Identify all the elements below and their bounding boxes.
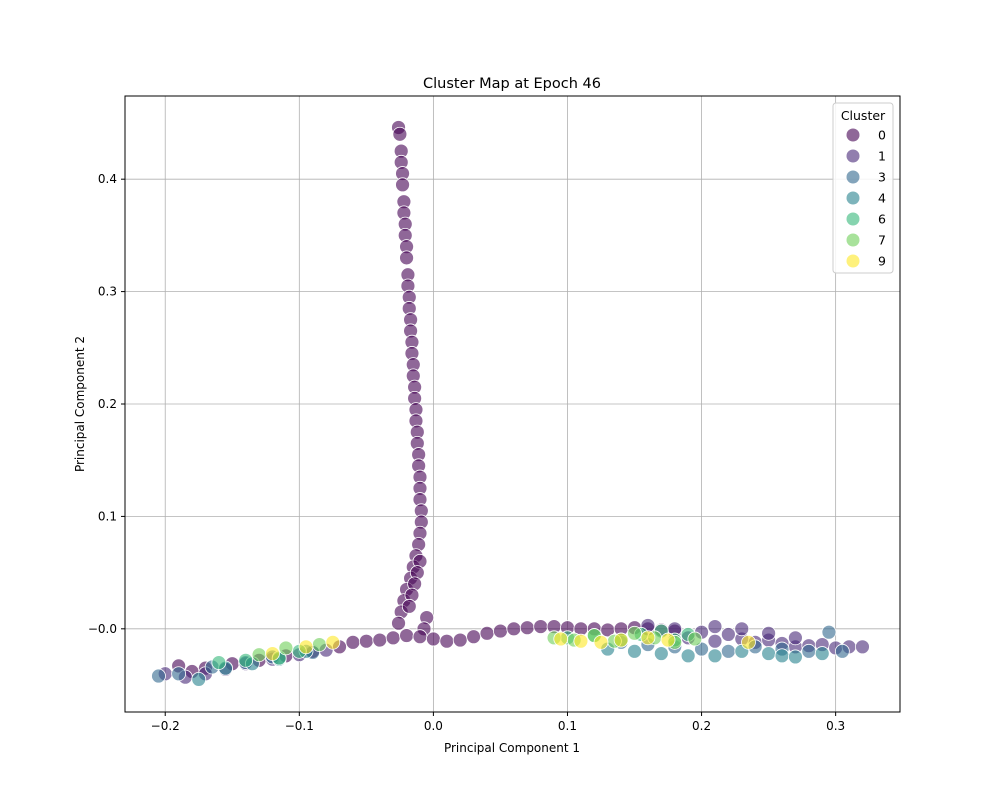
data-point [211, 655, 227, 670]
x-tick-label: −0.2 [151, 719, 180, 733]
data-point [855, 639, 870, 655]
data-point [707, 633, 723, 649]
legend-marker [846, 128, 860, 142]
y-tick-label: 0.1 [98, 509, 117, 523]
data-point [151, 668, 166, 684]
data-point [761, 625, 776, 641]
data-point [834, 643, 850, 659]
y-axis-label: Principal Component 2 [73, 336, 87, 472]
data-point [439, 633, 455, 649]
data-point [707, 619, 723, 634]
data-point [238, 652, 254, 668]
x-tick-label: 0.2 [692, 719, 711, 733]
legend-box [832, 102, 894, 274]
legend-marker [846, 254, 860, 268]
data-point [298, 639, 314, 655]
data-point [278, 640, 294, 656]
x-tick-label: −0.1 [285, 719, 314, 733]
data-point [788, 630, 803, 646]
y-tick-label: −0.0 [88, 622, 117, 636]
series-cluster-9 [265, 630, 756, 661]
data-point [412, 629, 428, 645]
data-point [325, 634, 341, 650]
data-point [707, 648, 723, 664]
data-point [593, 634, 609, 650]
data-point [734, 621, 750, 637]
data-point [613, 632, 629, 648]
data-point [573, 633, 589, 649]
data-point [395, 177, 410, 193]
data-point [761, 646, 776, 661]
data-point [479, 625, 495, 641]
legend-marker [846, 149, 860, 163]
data-point [251, 647, 267, 663]
legend-marker [846, 170, 860, 184]
x-axis-ticks: −0.2 −0.1 0.0 0.1 0.2 0.3 [151, 712, 845, 733]
data-point [553, 631, 569, 647]
data-point [720, 643, 736, 659]
data-point [660, 632, 676, 648]
data-point [506, 621, 522, 637]
data-point [452, 632, 468, 648]
legend-marker [846, 191, 860, 205]
data-point [774, 648, 790, 664]
data-point [345, 634, 361, 650]
y-tick-label: 0.3 [98, 285, 117, 299]
data-point [399, 250, 414, 266]
y-axis-ticks: −0.0 0.1 0.2 0.3 0.4 [88, 172, 125, 636]
data-point [741, 634, 756, 650]
data-point [425, 631, 441, 647]
grid-lines [125, 96, 900, 712]
data-point [372, 632, 388, 648]
legend-label: 6 [878, 212, 886, 227]
data-point [401, 598, 417, 614]
chart-title: Cluster Map at Epoch 46 [423, 76, 601, 92]
data-point [312, 637, 327, 652]
legend-marker [846, 233, 860, 247]
legend-label: 9 [878, 254, 886, 269]
data-point [821, 624, 837, 640]
legend-label: 1 [878, 149, 886, 164]
data-point [392, 126, 408, 142]
data-point [399, 628, 414, 643]
data-point [627, 643, 642, 659]
legend-title: Cluster [841, 108, 886, 123]
data-points [151, 120, 870, 687]
data-point [533, 619, 549, 634]
data-point [385, 630, 401, 646]
y-tick-label: 0.4 [98, 172, 117, 186]
legend-label: 7 [878, 233, 886, 248]
data-point [801, 643, 817, 659]
legend-label: 3 [878, 170, 886, 185]
y-tick-label: 0.2 [98, 397, 117, 411]
data-point [627, 625, 642, 641]
data-point [171, 666, 187, 682]
data-point [687, 631, 703, 647]
data-point [191, 672, 207, 687]
data-point [358, 633, 374, 649]
x-axis-label: Principal Component 1 [444, 741, 580, 755]
data-point [640, 630, 656, 646]
legend-marker [846, 212, 860, 226]
data-point [466, 629, 482, 645]
legend-label: 0 [878, 128, 886, 143]
legend: Cluster 0 1 3 4 6 7 9 [832, 102, 894, 274]
data-point [720, 627, 736, 642]
data-point [493, 623, 508, 639]
data-point [653, 646, 669, 661]
x-tick-label: 0.0 [424, 719, 443, 733]
x-tick-label: 0.1 [558, 719, 577, 733]
data-point [265, 646, 280, 661]
data-point [788, 649, 803, 665]
data-point [680, 648, 696, 664]
data-point [519, 620, 535, 636]
legend-label: 4 [878, 191, 886, 206]
data-point [391, 615, 406, 631]
x-tick-label: 0.3 [826, 719, 845, 733]
data-point [814, 646, 830, 661]
